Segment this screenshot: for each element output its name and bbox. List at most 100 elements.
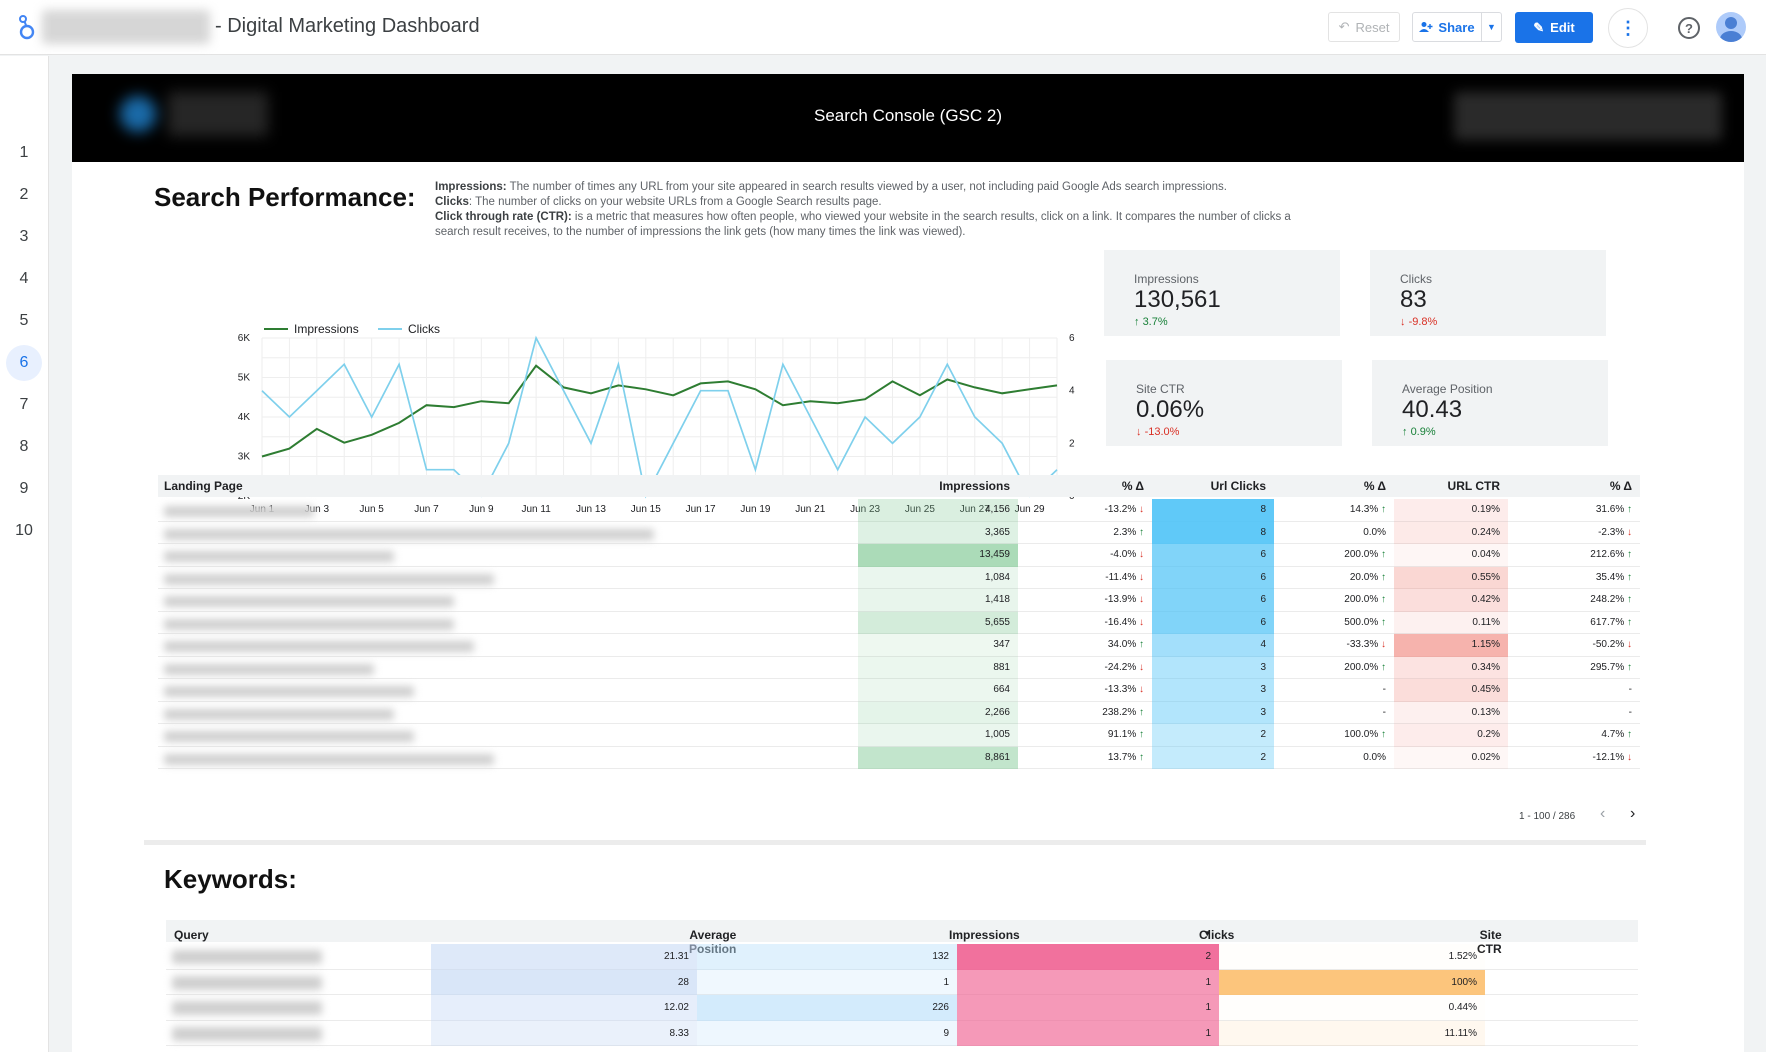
table-row[interactable]: 8,861 13.7% ↑ 2 0.0% 0.02% -12.1% ↓ xyxy=(158,746,1640,769)
query-text-redacted[interactable] xyxy=(172,1026,322,1041)
landing-page-url-redacted[interactable] xyxy=(164,641,474,652)
data-point[interactable] xyxy=(370,434,372,436)
kpi-card-average-position[interactable]: Average Position 40.43 ↑ 0.9% xyxy=(1372,360,1608,446)
table-row[interactable]: 12.02 226 1 0.44% xyxy=(166,995,1638,1021)
data-point[interactable] xyxy=(672,442,674,444)
data-point[interactable] xyxy=(617,384,619,386)
next-page-icon[interactable]: › xyxy=(1630,805,1636,822)
data-point[interactable] xyxy=(425,404,427,406)
page-2-link[interactable]: 2 xyxy=(19,186,29,203)
data-point[interactable] xyxy=(836,468,838,470)
data-point[interactable] xyxy=(508,402,510,404)
data-point[interactable] xyxy=(1001,442,1003,444)
data-point[interactable] xyxy=(508,442,510,444)
data-point[interactable] xyxy=(453,406,455,408)
data-point[interactable] xyxy=(398,422,400,424)
data-point[interactable] xyxy=(261,389,263,391)
data-point[interactable] xyxy=(809,400,811,402)
landing-page-url-redacted[interactable] xyxy=(164,618,454,630)
column-header[interactable]: Landing Page xyxy=(164,479,243,493)
data-point[interactable] xyxy=(261,455,263,457)
legend-label[interactable]: Clicks xyxy=(408,322,440,336)
previous-page-icon[interactable]: ‹ xyxy=(1600,805,1606,822)
table-row[interactable]: 4,156 -13.2% ↓ 8 14.3% ↑ 0.19% 31.6% ↑ xyxy=(158,499,1640,522)
data-point[interactable] xyxy=(343,441,345,443)
data-point[interactable] xyxy=(919,394,921,396)
data-point[interactable] xyxy=(288,447,290,449)
data-point[interactable] xyxy=(919,416,921,418)
column-header[interactable]: URL CTR xyxy=(1447,479,1500,493)
page-6-link[interactable]: 6 xyxy=(6,345,42,381)
column-header[interactable]: Impressions xyxy=(939,479,1010,493)
data-point[interactable] xyxy=(727,389,729,391)
data-point[interactable] xyxy=(645,388,647,390)
data-point[interactable] xyxy=(974,386,976,388)
help-icon[interactable]: ? xyxy=(1678,17,1700,39)
data-point[interactable] xyxy=(288,416,290,418)
more-options-icon[interactable]: ⋮ xyxy=(1608,8,1648,48)
table-row[interactable]: 881 -24.2% ↓ 3 200.0% ↑ 0.34% 295.7% ↑ xyxy=(158,656,1640,679)
landing-page-url-redacted[interactable] xyxy=(164,686,414,697)
data-point[interactable] xyxy=(370,416,372,418)
landing-page-url-redacted[interactable] xyxy=(164,753,494,765)
landing-page-url-redacted[interactable] xyxy=(164,551,394,562)
edit-button[interactable]: ✎ Edit xyxy=(1515,12,1593,43)
data-point[interactable] xyxy=(864,398,866,400)
data-point[interactable] xyxy=(590,392,592,394)
data-point[interactable] xyxy=(974,416,976,418)
landing-page-url-redacted[interactable] xyxy=(164,708,394,720)
table-row[interactable]: 1,418 -13.9% ↓ 6 200.0% ↑ 0.42% 248.2% ↑ xyxy=(158,589,1640,612)
data-point[interactable] xyxy=(316,428,318,430)
table-row[interactable]: 1,005 91.1% ↑ 2 100.0% ↑ 0.2% 4.7% ↑ xyxy=(158,724,1640,747)
data-point[interactable] xyxy=(809,416,811,418)
data-point[interactable] xyxy=(343,363,345,365)
landing-page-url-redacted[interactable] xyxy=(164,528,654,540)
series-line-impressions[interactable] xyxy=(261,364,1058,458)
page-7-link[interactable]: 7 xyxy=(19,396,29,413)
query-text-redacted[interactable] xyxy=(172,950,322,964)
data-point[interactable] xyxy=(782,404,784,406)
data-point[interactable] xyxy=(590,442,592,444)
data-point[interactable] xyxy=(535,364,537,366)
data-point[interactable] xyxy=(891,442,893,444)
data-point[interactable] xyxy=(1028,388,1030,390)
landing-page-url-redacted[interactable] xyxy=(164,596,454,607)
kpi-card-site-ctr[interactable]: Site CTR 0.06% ↓ -13.0% xyxy=(1106,360,1342,446)
data-point[interactable] xyxy=(754,388,756,390)
data-point[interactable] xyxy=(562,389,564,391)
table-row[interactable]: 8.33 9 1 11.11% xyxy=(166,1020,1638,1046)
landing-page-url-redacted[interactable] xyxy=(164,663,374,675)
table-row[interactable]: 347 34.0% ↑ 4 -33.3% ↓ 1.15% -50.2% ↓ xyxy=(158,634,1640,657)
landing-page-url-redacted[interactable] xyxy=(164,573,494,585)
series-line-clicks[interactable] xyxy=(261,335,1058,499)
page-1-link[interactable]: 1 xyxy=(19,144,29,161)
data-point[interactable] xyxy=(425,468,427,470)
data-point[interactable] xyxy=(480,400,482,402)
page-10-link[interactable]: 10 xyxy=(15,522,33,539)
data-point[interactable] xyxy=(946,378,948,380)
data-point[interactable] xyxy=(727,380,729,382)
data-point[interactable] xyxy=(398,363,400,365)
data-point[interactable] xyxy=(617,363,619,365)
data-point[interactable] xyxy=(699,389,701,391)
table-row[interactable]: 21.31 132 2 1.52% xyxy=(166,944,1638,970)
looker-studio-logo-icon[interactable] xyxy=(16,14,38,40)
data-point[interactable] xyxy=(1056,384,1058,386)
table-row[interactable]: 5,655 -16.4% ↓ 6 500.0% ↑ 0.11% 617.7% ↑ xyxy=(158,611,1640,634)
column-header[interactable]: % Δ xyxy=(1363,479,1386,493)
page-8-link[interactable]: 8 xyxy=(19,438,29,455)
table-row[interactable]: 13,459 -4.0% ↓ 6 200.0% ↑ 0.04% 212.6% ↑ xyxy=(158,544,1640,567)
landing-page-url-redacted[interactable] xyxy=(164,731,414,742)
data-point[interactable] xyxy=(699,382,701,384)
reset-button[interactable]: ↶ Reset xyxy=(1328,12,1400,42)
data-point[interactable] xyxy=(754,468,756,470)
data-point[interactable] xyxy=(1056,468,1058,470)
data-point[interactable] xyxy=(453,468,455,470)
data-point[interactable] xyxy=(836,402,838,404)
page-4-link[interactable]: 4 xyxy=(19,270,29,287)
table-row[interactable]: 3,365 2.3% ↑ 8 0.0% 0.24% -2.3% ↓ xyxy=(158,521,1640,544)
table-row[interactable]: 664 -13.3% ↓ 3 - 0.45% - xyxy=(158,679,1640,702)
report-title[interactable]: - Digital Marketing Dashboard xyxy=(215,15,480,37)
data-point[interactable] xyxy=(535,337,537,339)
legend-label[interactable]: Impressions xyxy=(294,322,359,336)
